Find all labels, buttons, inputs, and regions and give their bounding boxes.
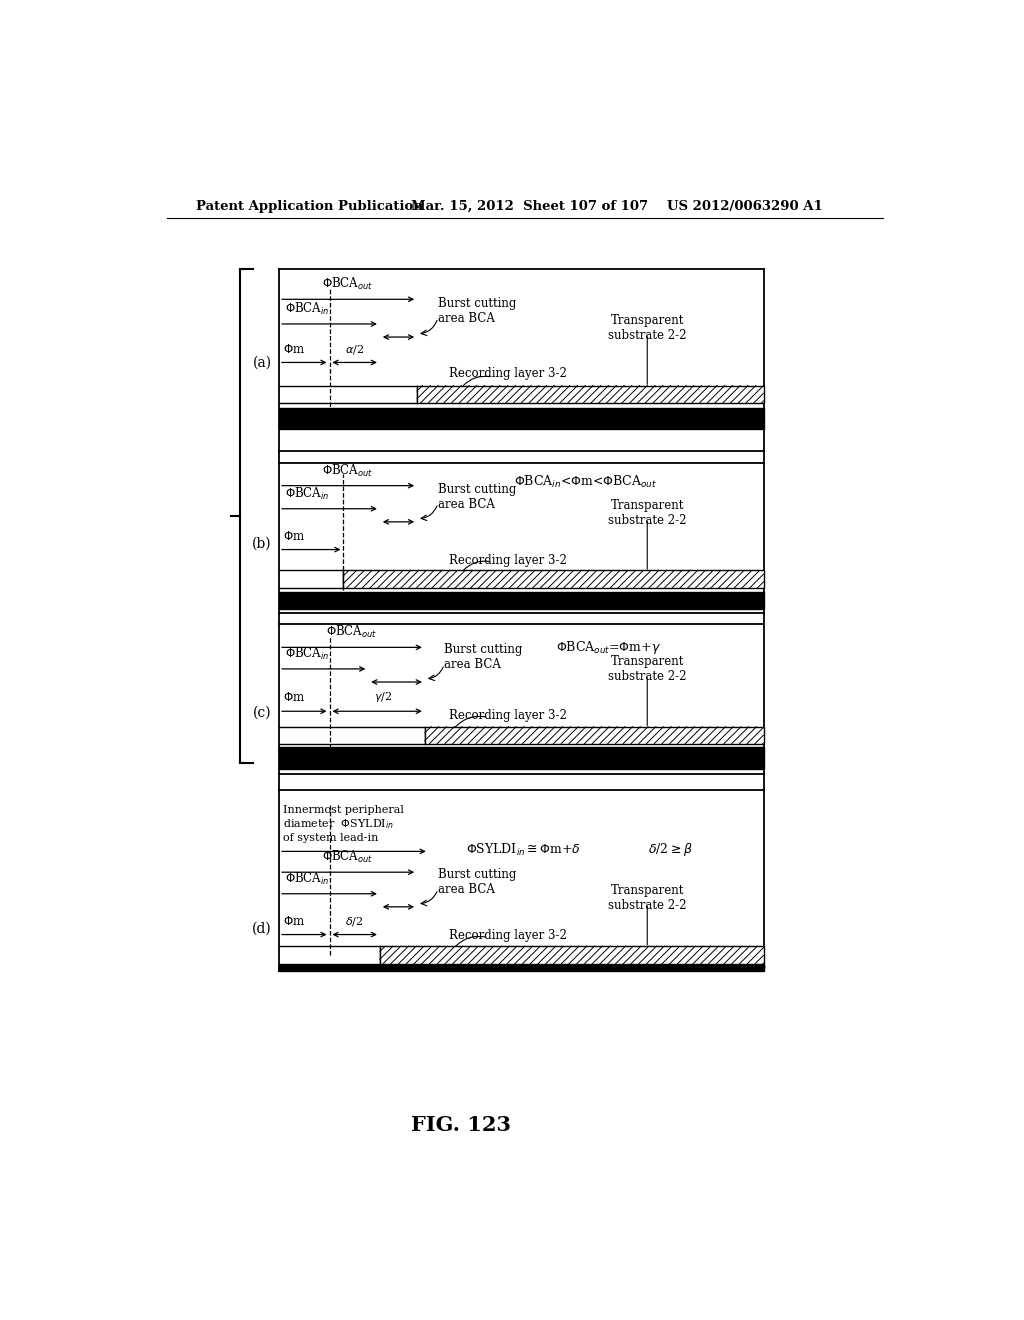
Text: $\Phi$BCA$_{out}$: $\Phi$BCA$_{out}$ [323, 462, 374, 479]
Text: $\gamma$/2: $\gamma$/2 [374, 690, 392, 705]
Bar [343, 570, 764, 589]
Bar [280, 965, 764, 969]
Bar [280, 408, 764, 429]
Bar [280, 965, 764, 970]
Text: $\Phi$m: $\Phi$m [283, 692, 305, 705]
Text: (c): (c) [253, 706, 271, 719]
Text: $\Phi$BCA$_{out}$: $\Phi$BCA$_{out}$ [323, 276, 374, 293]
Text: (a): (a) [253, 355, 271, 370]
Text: Burst cutting
area BCA: Burst cutting area BCA [438, 869, 516, 896]
Text: Burst cutting
area BCA: Burst cutting area BCA [444, 643, 522, 672]
Text: $\Phi$BCA$_{in}$: $\Phi$BCA$_{in}$ [286, 871, 330, 887]
Text: $\Phi$BCA$_{in}$: $\Phi$BCA$_{in}$ [286, 486, 330, 502]
Bar [280, 591, 764, 609]
Text: Transparent
substrate 2-2: Transparent substrate 2-2 [608, 314, 686, 342]
Text: (d): (d) [252, 921, 272, 936]
Text: Innermost peripheral
diameter  $\Phi$SYLDI$_{in}$
of system lead-in: Innermost peripheral diameter $\Phi$SYLD… [283, 805, 403, 842]
Text: Burst cutting
area BCA: Burst cutting area BCA [438, 297, 516, 325]
Text: $\alpha$/2: $\alpha$/2 [345, 342, 365, 355]
Text: $\Phi$BCA$_{in}$: $\Phi$BCA$_{in}$ [286, 301, 330, 317]
Text: Transparent
substrate 2-2: Transparent substrate 2-2 [608, 883, 686, 912]
Text: $\Phi$SYLDI$_{in}$$\cong$$\Phi$m+$\delta$: $\Phi$SYLDI$_{in}$$\cong$$\Phi$m+$\delta… [466, 842, 581, 858]
Text: Recording layer 3-2: Recording layer 3-2 [449, 367, 566, 380]
Text: $\Phi$m: $\Phi$m [283, 915, 305, 928]
Text: $\Phi$BCA$_{out}$: $\Phi$BCA$_{out}$ [327, 624, 378, 640]
Bar [280, 747, 764, 770]
Text: $\delta$/2$\geq$$\beta$: $\delta$/2$\geq$$\beta$ [648, 841, 693, 858]
Text: Transparent
substrate 2-2: Transparent substrate 2-2 [608, 655, 686, 682]
Bar [280, 966, 764, 969]
Text: Recording layer 3-2: Recording layer 3-2 [449, 709, 566, 722]
Text: Recording layer 3-2: Recording layer 3-2 [449, 929, 566, 942]
Text: $\Phi$m: $\Phi$m [283, 529, 305, 543]
Bar [380, 946, 764, 964]
Text: $\Phi$BCA$_{out}$=$\Phi$m+$\gamma$: $\Phi$BCA$_{out}$=$\Phi$m+$\gamma$ [556, 639, 662, 656]
Text: Recording layer 3-2: Recording layer 3-2 [449, 554, 566, 566]
Bar [280, 965, 764, 966]
Text: $\Phi$BCA$_{out}$: $\Phi$BCA$_{out}$ [323, 849, 374, 866]
Text: $\Phi$BCA$_{in}$: $\Phi$BCA$_{in}$ [286, 645, 330, 663]
Text: $\delta$/2: $\delta$/2 [345, 915, 364, 928]
Text: Transparent
substrate 2-2: Transparent substrate 2-2 [608, 499, 686, 527]
Text: US 2012/0063290 A1: US 2012/0063290 A1 [667, 199, 822, 213]
Text: Burst cutting
area BCA: Burst cutting area BCA [438, 483, 516, 511]
Text: FIG. 123: FIG. 123 [412, 1115, 511, 1135]
Text: $\Phi$BCA$_{in}$<$\Phi$m<$\Phi$BCA$_{out}$: $\Phi$BCA$_{in}$<$\Phi$m<$\Phi$BCA$_{out… [514, 474, 656, 490]
Text: $\Phi$m: $\Phi$m [283, 342, 305, 355]
Text: Mar. 15, 2012  Sheet 107 of 107: Mar. 15, 2012 Sheet 107 of 107 [411, 199, 648, 213]
Text: Patent Application Publication: Patent Application Publication [197, 199, 423, 213]
Bar [417, 385, 764, 404]
Bar [425, 726, 764, 743]
Text: (b): (b) [252, 536, 272, 550]
